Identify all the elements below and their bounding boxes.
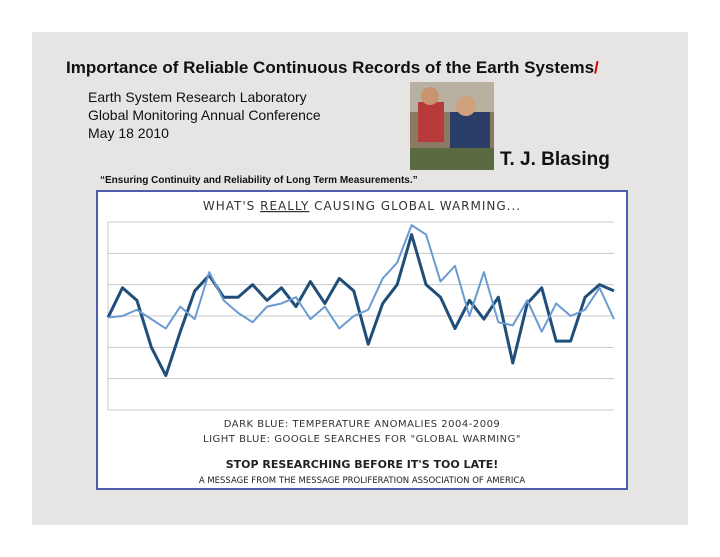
speaker-photo: [410, 82, 494, 170]
quote: “Ensuring Continuity and Reliability of …: [100, 175, 418, 186]
caption: DARK BLUE: TEMPERATURE ANOMALIES 2004-20…: [224, 419, 501, 430]
caption: A MESSAGE FROM THE MESSAGE PROLIFERATION…: [199, 476, 526, 486]
title-text: Importance of Reliable Continuous Record…: [66, 58, 595, 77]
data-line: [106, 233, 615, 378]
title-part: WHAT'S: [203, 199, 260, 213]
caption: STOP RESEARCHING BEFORE IT'S TOO LATE!: [226, 458, 499, 471]
conference-info: Earth System Research Laboratory Global …: [88, 88, 321, 142]
info-line: May 18 2010: [88, 125, 169, 141]
title-part: REALLY: [260, 199, 309, 213]
title-part: CAUSING GLOBAL WARMING...: [309, 199, 521, 213]
info-line: Earth System Research Laboratory: [88, 89, 307, 105]
speaker-name: T. J. Blasing: [500, 149, 610, 170]
chart-title: WHAT'S REALLY CAUSING GLOBAL WARMING...: [203, 199, 521, 213]
chart: WHAT'S REALLY CAUSING GLOBAL WARMING... …: [96, 190, 628, 490]
data-line: [107, 224, 615, 333]
info-line: Global Monitoring Annual Conference: [88, 107, 321, 123]
title-mark: /: [594, 58, 599, 77]
slide-title: Importance of Reliable Continuous Record…: [66, 58, 599, 78]
caption: LIGHT BLUE: GOOGLE SEARCHES FOR "GLOBAL …: [203, 434, 521, 445]
